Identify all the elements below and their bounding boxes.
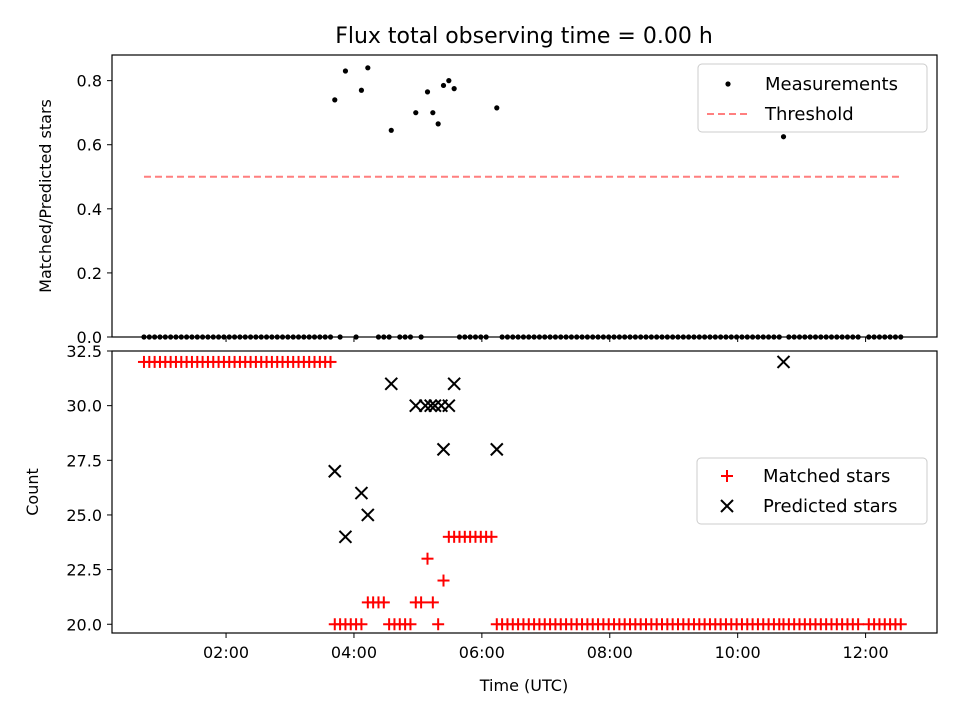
predicted-star-marker [409,398,423,413]
measurement-point [451,86,457,92]
top-panel: 0.00.20.40.60.8 Matched/Predicted stars … [36,54,938,347]
bottom-x-tick-label: 12:00 [843,643,889,662]
matched-star-marker [894,618,907,631]
matched-star-marker [426,596,439,609]
bottom-y-tick-label: 25.0 [66,506,102,525]
top-y-axis-label: Matched/Predicted stars [36,99,55,293]
bottom-legend-box [696,457,928,525]
bottom-panel: 20.0 22.5 25.0 27.5 30.0 32.5 02:00 04:00 06:00… [23,342,938,695]
legend-measurements-label: Measurements [765,74,898,95]
top-legend-box [697,63,928,133]
top-legend: Measurements Threshold [697,63,928,133]
matched-star-marker [421,552,434,565]
bottom-y-tick-label: 30.0 [66,397,102,416]
top-y-tick-label: 0.0 [77,328,102,347]
legend-measurements-marker [725,81,731,87]
matched-star-marker [437,574,450,587]
top-x-ticks [225,337,867,342]
top-y-axis: 0.0 0.2 0.4 0.6 0.8 [77,72,112,347]
bottom-y-axis-label: Count [23,468,42,516]
measurement-point [424,89,431,95]
bottom-legend: Matched stars Predicted stars [696,457,928,525]
top-y-tick-label: 0.2 [77,264,102,283]
top-y-tick-label: 0.4 [77,200,102,219]
bottom-x-tick-label: 04:00 [331,643,377,662]
predicted-star-marker [776,355,791,369]
bottom-x-tick-label: 02:00 [203,643,249,662]
measurement-point [342,68,349,74]
matched-star-marker [415,596,428,609]
matched-star-marker [377,596,390,609]
measurement-point [332,97,338,103]
legend-threshold-label: Threshold [764,104,854,125]
predicted-star-marker [338,530,353,544]
bottom-x-axis: 02:00 04:00 06:00 08:00 10:00 12:00 [203,633,889,662]
legend-predicted-marker [720,499,734,513]
legend-predicted-label: Predicted stars [763,496,897,517]
measurement-point [358,87,365,93]
matched-star-marker [485,530,498,543]
measurement-point [365,65,371,71]
bottom-x-axis-label: Time (UTC) [479,676,568,695]
measurement-point [440,82,447,89]
predicted-star-marker [428,398,442,413]
bottom-y-tick-label: 32.5 [66,342,102,361]
bottom-x-tick-label: 10:00 [715,643,761,662]
matched-star-marker [355,618,368,631]
measurement-point [780,134,787,140]
bottom-marks [137,355,907,631]
predicted-star-marker [328,464,342,478]
bottom-plot-frame [111,350,938,634]
top-y-tick-label: 0.8 [77,72,102,91]
bottom-x-tick-label: 06:00 [459,643,505,662]
legend-matched-label: Matched stars [763,466,890,487]
predicted-star-marker [447,377,461,391]
measurement-point [435,121,441,127]
bottom-y-axis: 20.0 22.5 25.0 27.5 30.0 32.5 [66,342,112,634]
measurement-point [388,127,394,133]
predicted-star-marker [354,486,369,500]
top-plot-frame [111,54,938,338]
top-chart-title: Flux total observing time = 0.00 h [335,24,713,49]
measurement-point [446,78,452,84]
bottom-y-tick-label: 22.5 [66,561,102,580]
predicted-star-marker [442,398,456,413]
bottom-y-tick-label: 20.0 [66,615,102,634]
predicted-star-marker [418,398,433,413]
predicted-star-marker [490,442,504,457]
measurement-point [430,110,436,116]
matched-star-marker [404,618,417,631]
predicted-star-marker [436,442,451,457]
legend-matched-marker [721,470,733,482]
matched-star-marker [432,618,445,631]
measurement-point [413,110,419,116]
top-y-tick-label: 0.6 [77,136,102,155]
predicted-star-marker [423,398,438,413]
matched-star-marker [324,355,337,368]
bottom-x-tick-label: 08:00 [587,643,633,662]
predicted-star-marker [384,377,398,391]
predicted-star-marker [361,508,375,522]
matched-star-marker [852,618,865,631]
measurement-point [494,105,500,111]
bottom-y-tick-label: 27.5 [66,451,102,470]
